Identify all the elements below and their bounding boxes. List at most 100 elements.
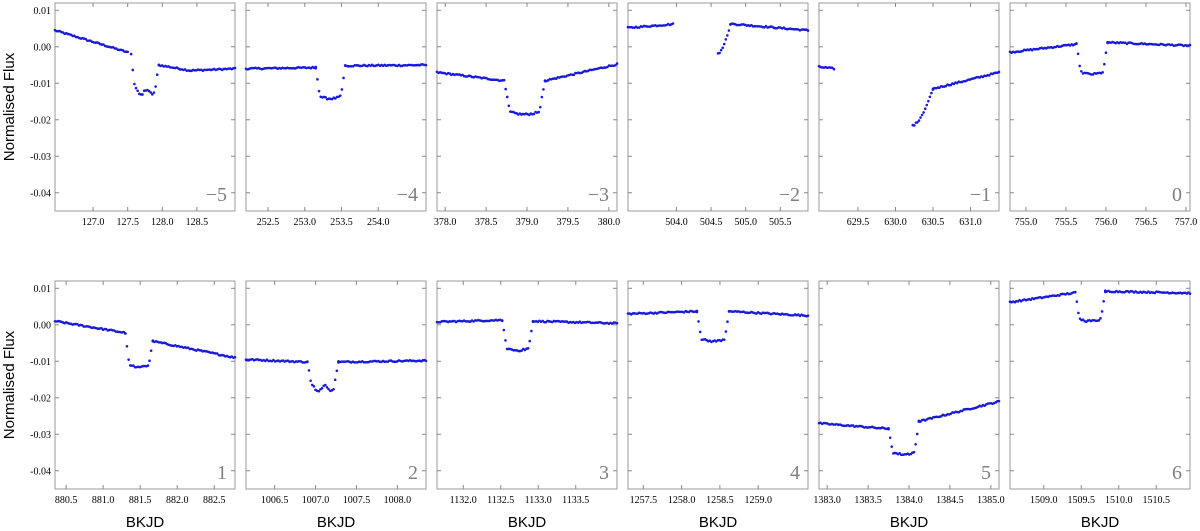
x-tick-label: 880.5 [55, 495, 78, 506]
data-point [1103, 290, 1107, 294]
x-tick-label: 756.0 [1095, 217, 1118, 228]
y-tick-label: -0.04 [30, 188, 51, 199]
x-tick-label: 505.5 [769, 217, 792, 228]
panel-label: 5 [981, 462, 991, 484]
x-tick-label: 254.0 [367, 217, 390, 228]
data-point [316, 78, 319, 81]
x-tick-label: 1132.0 [450, 495, 477, 506]
data-point [528, 339, 532, 343]
data-point [152, 91, 156, 94]
x-tick-label: 1384.0 [895, 495, 923, 506]
panel-label: 3 [599, 462, 609, 484]
data-point [157, 63, 161, 67]
data-point [1100, 310, 1104, 313]
data-point [890, 445, 894, 448]
x-tick-label: 881.0 [92, 495, 115, 506]
data-point [333, 378, 337, 382]
x-tick-label: 379.5 [557, 217, 580, 228]
data-point [332, 387, 335, 391]
data-point [1078, 64, 1081, 68]
data-point [540, 95, 544, 99]
x-tick-label: 631.0 [959, 217, 982, 228]
data-point [543, 79, 547, 82]
data-point [724, 330, 728, 333]
panel-label: 1 [217, 462, 227, 484]
data-point [726, 34, 729, 37]
data-point [1077, 311, 1080, 315]
x-tick-label: 1258.0 [668, 495, 696, 506]
x-tick-label: 128.5 [186, 217, 209, 228]
data-point [1080, 70, 1083, 73]
x-tick-label: 755.0 [1015, 217, 1038, 228]
x-tick-label: 1258.5 [706, 495, 734, 506]
x-tick-label: 253.5 [330, 217, 353, 228]
data-point [233, 355, 237, 359]
data-point [1073, 290, 1077, 294]
data-point [502, 328, 506, 332]
data-point [1188, 43, 1192, 47]
data-point [233, 66, 237, 70]
data-point [1104, 51, 1108, 54]
data-point [722, 42, 726, 46]
data-point [615, 321, 619, 325]
panel-frame [436, 2, 618, 212]
data-point [727, 29, 731, 32]
panel-frame [1009, 2, 1191, 212]
data-point [133, 82, 136, 86]
panel-label: 6 [1172, 462, 1182, 484]
data-point [132, 364, 135, 367]
data-point [500, 319, 504, 323]
x-tick-label: 1509.5 [1068, 495, 1096, 506]
x-tick-label: 1007.0 [302, 495, 330, 506]
data-point [1097, 319, 1101, 322]
x-tick-label: 1510.0 [1105, 495, 1133, 506]
data-point [526, 347, 530, 350]
y-axis-label: Normalised Flux [1, 52, 18, 161]
data-point [614, 63, 617, 67]
data-point [1076, 52, 1080, 56]
y-tick-label: -0.02 [30, 393, 51, 404]
data-point [915, 432, 919, 436]
data-point [916, 121, 919, 124]
x-tick-label: 1383.0 [813, 495, 841, 506]
panel-label: 4 [790, 462, 800, 484]
y-tick-label: -0.01 [30, 357, 51, 368]
x-tick-label: 504.5 [700, 217, 723, 228]
data-point [146, 364, 150, 367]
x-tick-label: 1384.5 [936, 495, 964, 506]
data-point [531, 319, 535, 323]
panel-frame [818, 280, 1000, 490]
x-tick-label: 379.0 [516, 217, 539, 228]
x-tick-label: 1007.5 [343, 495, 371, 506]
panel-frame [245, 2, 427, 212]
x-tick-label: 1008.0 [384, 495, 412, 506]
data-point [997, 399, 1001, 403]
data-point [320, 386, 324, 390]
data-point [325, 386, 329, 389]
data-point [337, 359, 340, 363]
data-point [695, 310, 699, 314]
data-point [888, 436, 892, 440]
panel-label: −2 [779, 184, 800, 206]
data-point [502, 78, 506, 82]
x-tick-label: 757.0 [1175, 217, 1198, 228]
panel-label: −4 [397, 184, 418, 206]
panel-frame [54, 280, 236, 490]
x-tick-label: 504.0 [665, 217, 688, 228]
data-point [307, 369, 311, 372]
data-point [317, 389, 321, 393]
x-tick-label: 253.0 [294, 217, 317, 228]
data-point [721, 46, 724, 50]
data-point [920, 113, 924, 117]
data-point [84, 37, 87, 41]
data-point [504, 339, 507, 342]
data-point [726, 320, 729, 323]
data-point [722, 338, 726, 341]
data-point [922, 111, 925, 114]
data-point [148, 359, 151, 363]
data-point [151, 93, 154, 96]
panel-frame [54, 2, 236, 212]
data-point [928, 95, 932, 99]
x-tick-label: 1383.5 [854, 495, 882, 506]
data-point [154, 85, 157, 88]
